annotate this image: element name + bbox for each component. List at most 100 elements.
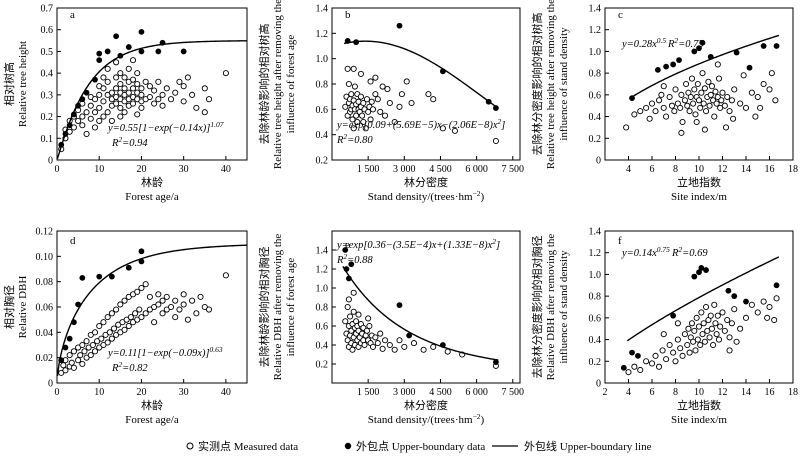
x-tick-label: 7 500 bbox=[502, 387, 525, 398]
measured-point bbox=[671, 108, 678, 115]
measured-point bbox=[369, 106, 377, 113]
measured-point bbox=[686, 108, 693, 115]
measured-point bbox=[625, 369, 632, 376]
measured-point bbox=[701, 338, 708, 345]
fit-r2: R2=0.80 bbox=[336, 132, 373, 146]
measured-point bbox=[403, 78, 410, 85]
measured-point bbox=[108, 310, 115, 317]
measured-point bbox=[353, 112, 360, 119]
measured-point bbox=[350, 289, 357, 296]
panel-d: 0 10 20 30 40 0 0.02 0.04 0.06 0.08 0.10 0.12 林龄 Fore… bbox=[2, 227, 248, 426]
measured-point bbox=[113, 59, 120, 66]
measured-point bbox=[683, 80, 690, 88]
measured-point bbox=[363, 96, 370, 103]
measured-point bbox=[718, 97, 725, 104]
measured-point bbox=[79, 113, 86, 120]
legend-upper-label: 外包点 Upper-boundary data bbox=[356, 440, 485, 453]
y-tick-label: 0.6 bbox=[41, 25, 54, 36]
measured-point bbox=[678, 129, 685, 136]
measured-point bbox=[155, 291, 162, 298]
upper-point bbox=[725, 287, 732, 294]
measured-point bbox=[75, 117, 82, 124]
measured-point bbox=[712, 320, 719, 327]
measured-point bbox=[711, 301, 718, 308]
upper-point bbox=[691, 273, 698, 280]
x-tick-label: 20 bbox=[136, 387, 146, 398]
y-tick-label: 1.0 bbox=[589, 47, 602, 58]
measured-point bbox=[631, 363, 638, 370]
measured-point bbox=[138, 104, 145, 111]
measured-point bbox=[381, 112, 389, 119]
upper-point bbox=[138, 258, 145, 265]
measured-point bbox=[87, 352, 94, 359]
measured-point bbox=[425, 91, 432, 98]
measured-point bbox=[707, 91, 714, 98]
measured-point bbox=[91, 109, 99, 116]
measured-point bbox=[89, 341, 96, 349]
measured-point bbox=[201, 85, 208, 92]
measured-point bbox=[96, 322, 103, 330]
measured-point bbox=[117, 104, 124, 111]
measured-point bbox=[159, 297, 166, 304]
x-tick-label: 20 bbox=[136, 164, 146, 175]
measured-point bbox=[693, 118, 700, 126]
measured-point bbox=[677, 345, 684, 352]
measured-point bbox=[674, 336, 681, 343]
measured-point bbox=[694, 80, 701, 88]
x-axis-label-cn: 林分密度 bbox=[404, 398, 448, 412]
measured-point bbox=[752, 113, 759, 120]
measured-point bbox=[708, 325, 715, 332]
panel-label: a bbox=[70, 9, 75, 21]
upper-boundary-curve bbox=[57, 40, 247, 159]
measured-point bbox=[773, 295, 780, 302]
measured-point bbox=[184, 74, 191, 81]
upper-point bbox=[396, 302, 403, 308]
x-tick-label: 6 bbox=[650, 387, 655, 398]
measured-point bbox=[693, 314, 700, 321]
measured-point bbox=[77, 352, 84, 359]
x-tick-label: 12 bbox=[718, 387, 728, 398]
upper-point bbox=[138, 28, 145, 35]
y-tick-label: 0.06 bbox=[36, 303, 54, 314]
fit-r2: R2=0.82 bbox=[111, 360, 148, 374]
upper-point bbox=[663, 63, 669, 70]
y-axis-label-line: influence of stand density bbox=[558, 250, 570, 364]
measured-point bbox=[374, 96, 381, 103]
measured-point bbox=[159, 91, 166, 98]
measured-point bbox=[96, 91, 103, 98]
measured-point bbox=[193, 310, 200, 317]
measured-point bbox=[439, 125, 446, 132]
measured-point bbox=[730, 115, 737, 122]
measured-point bbox=[656, 97, 663, 104]
measured-point bbox=[91, 329, 99, 336]
x-tick-label: 18 bbox=[788, 387, 798, 398]
upper-point bbox=[654, 66, 661, 73]
measured-point bbox=[660, 104, 667, 111]
measured-point bbox=[740, 72, 747, 79]
measured-point bbox=[760, 80, 767, 88]
plot-area bbox=[342, 247, 499, 369]
measured-point bbox=[685, 325, 692, 332]
measured-point bbox=[180, 301, 187, 308]
measured-point bbox=[68, 359, 75, 366]
measured-point bbox=[108, 335, 115, 342]
x-tick-label: 3 000 bbox=[393, 387, 416, 398]
measured-point bbox=[700, 100, 707, 107]
measured-point bbox=[104, 78, 111, 85]
y-tick-label: 0.2 bbox=[41, 112, 54, 123]
measured-point bbox=[176, 306, 183, 313]
upper-point bbox=[66, 335, 73, 342]
measured-point bbox=[379, 345, 386, 352]
measured-point bbox=[652, 352, 659, 359]
measured-point bbox=[690, 100, 697, 107]
measured-point bbox=[686, 349, 693, 356]
x-tick-label: 14 bbox=[741, 387, 751, 398]
measured-point bbox=[711, 113, 718, 120]
measured-point bbox=[134, 70, 141, 77]
measured-point bbox=[766, 86, 773, 93]
upper-point bbox=[743, 298, 749, 305]
y-axis-label-en: Relative DBH bbox=[17, 276, 29, 339]
y-axis-label-line: 去除林分密度影响的相对胸径 bbox=[530, 236, 544, 379]
measured-point bbox=[663, 113, 670, 120]
measured-point bbox=[342, 103, 349, 110]
